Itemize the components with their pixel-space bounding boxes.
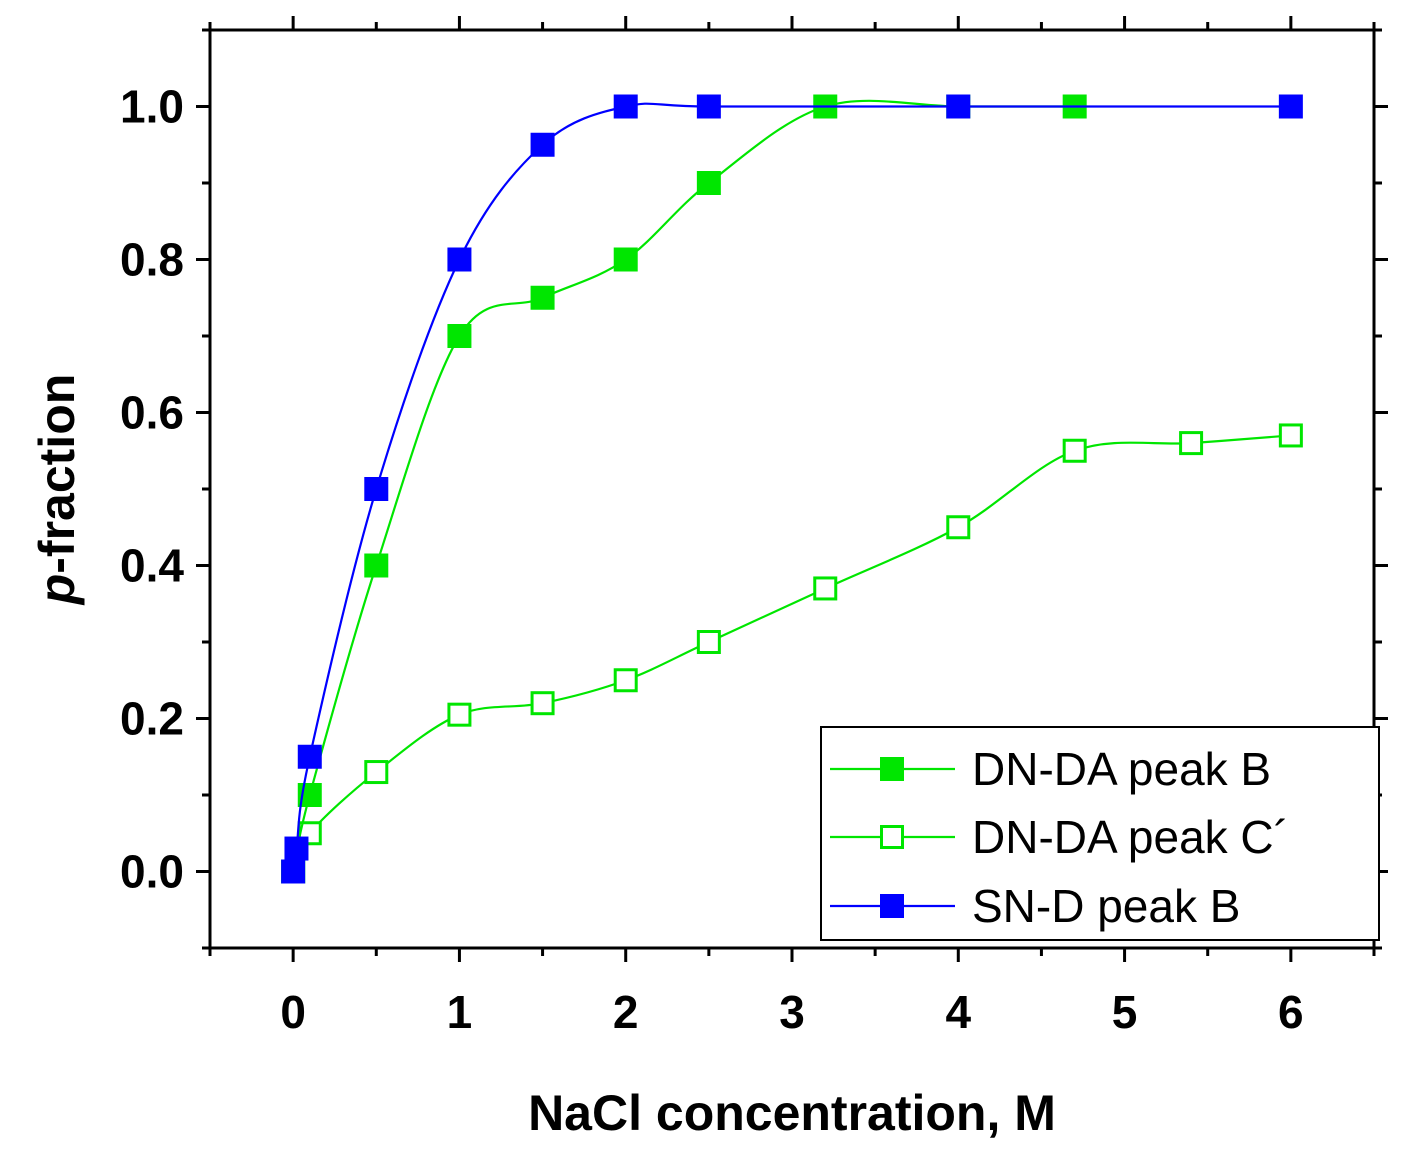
- x-tick-label: 3: [779, 986, 805, 1038]
- x-axis-title: NaCl concentration, M: [528, 1085, 1056, 1141]
- y-tick-label: 0.4: [120, 540, 184, 592]
- data-point: [696, 171, 721, 195]
- y-axis-title: p-fraction: [29, 374, 85, 607]
- y-tick-label: 0.6: [120, 387, 184, 439]
- x-tick-label: 0: [280, 986, 306, 1038]
- legend-box: [820, 726, 1380, 941]
- data-point: [813, 576, 838, 601]
- data-point: [284, 836, 309, 861]
- data-point: [946, 515, 971, 540]
- series-2: [281, 94, 1303, 884]
- data-point: [613, 668, 638, 693]
- y-tick-label: 1.0: [120, 81, 184, 133]
- data-point: [946, 94, 971, 119]
- y-axis-title-rest: -fraction: [29, 374, 85, 574]
- series-layer: [281, 94, 1303, 884]
- ticks-layer: 0 1 2 3 4 5 6 0.0 0.2 0.4 0.6 0.8 1.0: [120, 16, 1388, 1038]
- data-point: [364, 477, 389, 501]
- data-point: [1179, 431, 1204, 456]
- legend-items: DN-DA peak B DN-DA peak C´ SN-D peak B: [830, 743, 1289, 932]
- series-line: [292, 99, 1075, 872]
- x-tick-label: 6: [1278, 986, 1304, 1038]
- y-tick-label: 0.8: [120, 234, 184, 286]
- data-point: [613, 94, 638, 119]
- data-point: [297, 744, 322, 769]
- legend-marker: [880, 825, 904, 849]
- data-point: [1062, 438, 1087, 463]
- legend-marker: [880, 894, 904, 918]
- data-point: [530, 285, 555, 310]
- data-point: [364, 553, 389, 578]
- x-tick-label: 2: [613, 986, 639, 1038]
- y-tick-label: 0.0: [120, 846, 184, 898]
- x-tick-label: 1: [447, 986, 473, 1038]
- data-point: [447, 324, 472, 348]
- legend-entry-0: DN-DA peak B: [830, 743, 1271, 795]
- legend-label: SN-D peak B: [972, 880, 1240, 932]
- data-point: [696, 94, 721, 119]
- legend-label: DN-DA peak B: [972, 743, 1271, 795]
- data-point: [530, 132, 555, 157]
- data-point: [447, 247, 472, 272]
- legend-entry-2: SN-D peak B: [830, 880, 1240, 932]
- legend-label: DN-DA peak C´: [972, 811, 1289, 863]
- data-point: [281, 859, 306, 884]
- legend-entry-1: DN-DA peak C´: [830, 811, 1289, 863]
- data-point: [696, 630, 721, 654]
- y-tick-label: 0.2: [120, 693, 184, 745]
- legend-marker: [880, 757, 904, 781]
- data-point: [364, 760, 389, 785]
- data-point: [613, 247, 638, 272]
- y-axis-title-italic: p: [29, 574, 85, 607]
- data-point: [447, 702, 472, 727]
- data-point: [1278, 94, 1303, 119]
- legend: DN-DA peak B DN-DA peak C´ SN-D peak B: [820, 726, 1380, 941]
- data-point: [530, 691, 555, 716]
- x-tick-label: 5: [1112, 986, 1138, 1038]
- x-tick-label: 4: [945, 986, 971, 1038]
- data-point: [1278, 423, 1303, 448]
